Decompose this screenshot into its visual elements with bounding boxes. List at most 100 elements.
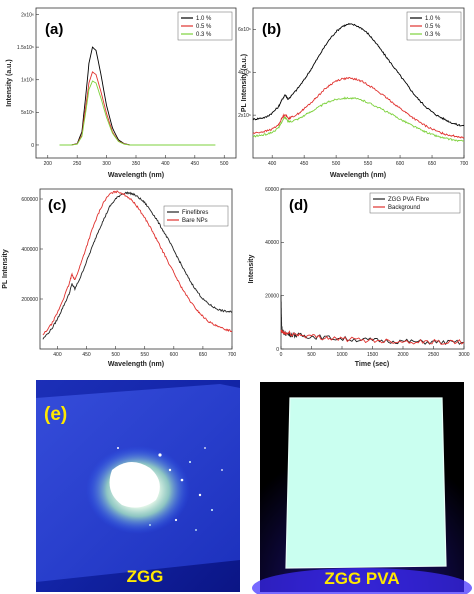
series-group-b <box>252 22 465 142</box>
legend-entry: 0.5 % <box>425 24 441 30</box>
y-axis-label-a: Intensity (a.u.) <box>6 59 13 106</box>
uv-lamp-glow <box>252 568 472 594</box>
x-tick-label: 0 <box>280 352 283 358</box>
legend-entry: Bare NPs <box>182 218 208 224</box>
axis-ticks-c: 400 450 500 550 600 650 700 200000 400000 600000 <box>21 197 236 358</box>
y-tick-label: 6x10⁶ <box>238 27 251 33</box>
panel-label-b: (b) <box>262 21 281 38</box>
y-tick-label: 4x10⁶ <box>238 70 251 76</box>
y-tick-label: 0 <box>31 143 34 149</box>
chart-panel-c: (c) 400 450 500 550 600 650 700 200000 400000 600… <box>2 188 236 368</box>
y-tick-label: 2x10⁶ <box>238 113 251 119</box>
y-tick-label: 200000 <box>21 297 38 303</box>
panel-label-c: (c) <box>48 197 66 214</box>
legend-entry: Finefibres <box>182 210 208 216</box>
axis-ticks-a: 200 250 300 350 400 450 500 0 5x10⁵ 1x10⁶ 1.5x10⁶ 2… <box>17 12 229 167</box>
y-tick-label: 5x10⁵ <box>21 110 34 116</box>
y-axis-label-b: PL Intensity (a.u.) <box>241 54 248 112</box>
x-tick-label: 700 <box>460 161 469 167</box>
x-tick-label: 600 <box>396 161 405 167</box>
x-tick-label: 500 <box>307 352 316 358</box>
zgg-powder <box>109 461 160 508</box>
x-tick-label: 1000 <box>336 352 347 358</box>
series-line <box>252 77 465 139</box>
x-tick-label: 2500 <box>428 352 439 358</box>
x-axis-label-c: Wavelength (nm) <box>108 361 164 368</box>
axis-ticks-d: 0 500 1000 1500 2000 2500 3000 0 20000 40000 60000 <box>265 187 470 358</box>
x-tick-label: 3000 <box>458 352 469 358</box>
series-line <box>252 96 465 142</box>
zgg-pva-fibre-mat <box>286 398 446 568</box>
legend-box <box>163 205 229 227</box>
chart-panel-d: (d) 0 500 1000 1500 2000 2500 3000 0 20000 40000 6… <box>248 187 470 368</box>
x-tick-label: 400 <box>53 352 62 358</box>
y-tick-label: 1.5x10⁶ <box>17 45 34 51</box>
series-group-d <box>280 295 465 346</box>
x-axis-label-d: Time (sec) <box>355 361 390 368</box>
x-tick-label: 1500 <box>367 352 378 358</box>
x-tick-label: 550 <box>364 161 373 167</box>
x-tick-label: 400 <box>161 161 170 167</box>
glow-sparkles <box>117 447 223 531</box>
y-tick-label: 600000 <box>21 197 38 203</box>
axis-ticks-b: 400 450 500 550 600 650 700 2x10⁶ 4x10⁶ 6x10⁶ <box>238 27 468 167</box>
legend-b: 1.0 % 0.5 % 0.3 % <box>406 11 462 41</box>
series-line <box>59 80 216 146</box>
x-tick-label: 650 <box>199 352 208 358</box>
series-group-a <box>59 46 216 146</box>
x-tick-label: 450 <box>300 161 309 167</box>
legend-entry: 0.3 % <box>425 32 441 38</box>
panel-label-e: (e) <box>44 404 67 425</box>
y-tick-label: 400000 <box>21 247 38 253</box>
x-tick-label: 450 <box>82 352 91 358</box>
legend-a: 1.0 % 0.5 % 0.3 % <box>177 11 233 41</box>
legend-entry: ZGG PVA Fibre <box>388 197 430 203</box>
panel-label-a: (a) <box>45 21 63 38</box>
y-tick-label: 20000 <box>265 293 279 299</box>
x-tick-label: 500 <box>220 161 229 167</box>
x-tick-label: 450 <box>191 161 200 167</box>
series-line <box>42 191 233 340</box>
x-tick-label: 700 <box>228 352 237 358</box>
x-tick-label: 650 <box>428 161 437 167</box>
series-line <box>252 22 465 127</box>
chart-panel-a: (a) 200 250 300 350 400 450 500 0 5x10⁵ 1x10⁶ 1.5x… <box>6 7 237 179</box>
chart-panel-b: (b) 400 450 500 550 600 650 700 2x10⁶ 4x10⁶ 6x10⁶… <box>238 7 468 179</box>
x-tick-label: 400 <box>268 161 277 167</box>
series-line <box>280 329 465 345</box>
legend-entry: 0.3 % <box>196 32 212 38</box>
y-axis-label-d: Intensity <box>248 255 255 284</box>
series-line <box>280 295 465 346</box>
legend-entry: 1.0 % <box>425 16 441 22</box>
x-axis-label-a: Wavelength (nm) <box>108 172 164 179</box>
y-axis-label-c: PL Intensity <box>2 249 9 289</box>
y-tick-label: 1x10⁶ <box>21 78 34 84</box>
photo-panel-e: (e) ZGG <box>36 380 240 592</box>
x-axis-label-b: Wavelength (nm) <box>330 172 386 179</box>
x-tick-label: 250 <box>73 161 82 167</box>
y-tick-label: 0 <box>276 347 279 353</box>
plot-frame-b <box>252 7 465 159</box>
legend-entry: 0.5 % <box>196 24 212 30</box>
x-tick-label: 200 <box>44 161 53 167</box>
x-tick-label: 350 <box>132 161 141 167</box>
x-tick-label: 500 <box>332 161 341 167</box>
x-tick-label: 2000 <box>397 352 408 358</box>
legend-d: ZGG PVA Fibre Background <box>369 192 461 214</box>
photo-e-caption: ZGG <box>127 567 164 586</box>
y-tick-label: 60000 <box>265 187 279 193</box>
x-tick-label: 550 <box>141 352 150 358</box>
legend-entry: 1.0 % <box>196 16 212 22</box>
y-tick-label: 2x10⁶ <box>21 12 34 18</box>
legend-box <box>369 192 461 214</box>
x-tick-label: 600 <box>170 352 179 358</box>
photo-f-caption: ZGG PVA <box>324 569 399 588</box>
photo-panel-f: ZGG PVA <box>252 382 472 594</box>
y-tick-label: 40000 <box>265 240 279 246</box>
panel-label-d: (d) <box>289 197 308 214</box>
legend-entry: Background <box>388 205 420 211</box>
x-tick-label: 500 <box>111 352 120 358</box>
series-line <box>42 190 233 336</box>
legend-c: Finefibres Bare NPs <box>163 205 229 227</box>
